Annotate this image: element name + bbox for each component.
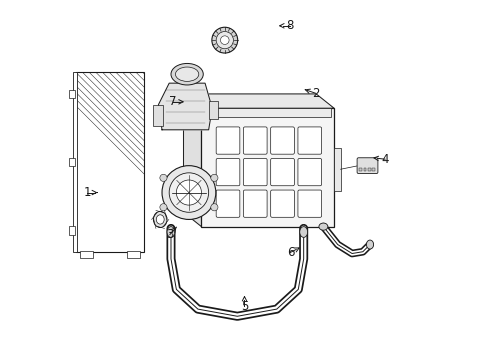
Bar xyxy=(69,226,74,234)
FancyBboxPatch shape xyxy=(216,190,239,217)
Bar xyxy=(126,251,140,258)
Circle shape xyxy=(176,180,201,205)
Bar xyxy=(153,105,163,126)
Bar xyxy=(69,90,74,98)
Bar xyxy=(80,251,93,258)
Bar xyxy=(333,148,340,191)
FancyBboxPatch shape xyxy=(270,190,294,217)
FancyBboxPatch shape xyxy=(297,127,321,154)
Ellipse shape xyxy=(366,240,373,249)
Ellipse shape xyxy=(318,223,327,230)
Text: 4: 4 xyxy=(381,153,388,166)
FancyBboxPatch shape xyxy=(216,127,239,154)
Text: 5: 5 xyxy=(240,300,248,313)
Bar xyxy=(76,72,144,252)
Circle shape xyxy=(216,32,233,49)
FancyBboxPatch shape xyxy=(297,190,321,217)
Ellipse shape xyxy=(299,226,307,237)
Text: 8: 8 xyxy=(286,19,293,32)
Circle shape xyxy=(169,173,208,212)
Bar xyxy=(204,108,330,117)
Bar xyxy=(359,168,362,171)
Polygon shape xyxy=(158,83,212,130)
FancyBboxPatch shape xyxy=(243,190,266,217)
Text: 6: 6 xyxy=(286,246,294,259)
FancyBboxPatch shape xyxy=(243,158,266,186)
Circle shape xyxy=(210,204,218,211)
Text: 7: 7 xyxy=(169,95,176,108)
Bar xyxy=(73,72,77,252)
FancyBboxPatch shape xyxy=(270,158,294,186)
Bar xyxy=(371,168,374,171)
Ellipse shape xyxy=(153,211,167,228)
Circle shape xyxy=(160,204,167,211)
Circle shape xyxy=(210,174,218,181)
FancyBboxPatch shape xyxy=(216,158,239,186)
Ellipse shape xyxy=(171,63,203,85)
Polygon shape xyxy=(183,94,201,226)
Text: 3: 3 xyxy=(166,228,173,241)
Circle shape xyxy=(220,36,228,44)
Bar xyxy=(208,101,217,119)
Bar xyxy=(69,158,74,166)
FancyBboxPatch shape xyxy=(297,158,321,186)
FancyBboxPatch shape xyxy=(270,127,294,154)
Ellipse shape xyxy=(167,226,175,237)
Circle shape xyxy=(211,27,237,53)
Text: 1: 1 xyxy=(83,186,91,199)
Circle shape xyxy=(162,166,215,220)
Ellipse shape xyxy=(156,215,164,224)
Polygon shape xyxy=(183,94,333,108)
Bar xyxy=(201,108,333,226)
FancyBboxPatch shape xyxy=(243,127,266,154)
Ellipse shape xyxy=(175,67,198,81)
Bar xyxy=(367,168,370,171)
FancyBboxPatch shape xyxy=(356,158,377,174)
Circle shape xyxy=(160,174,167,181)
Text: 2: 2 xyxy=(311,87,319,100)
Bar xyxy=(363,168,366,171)
